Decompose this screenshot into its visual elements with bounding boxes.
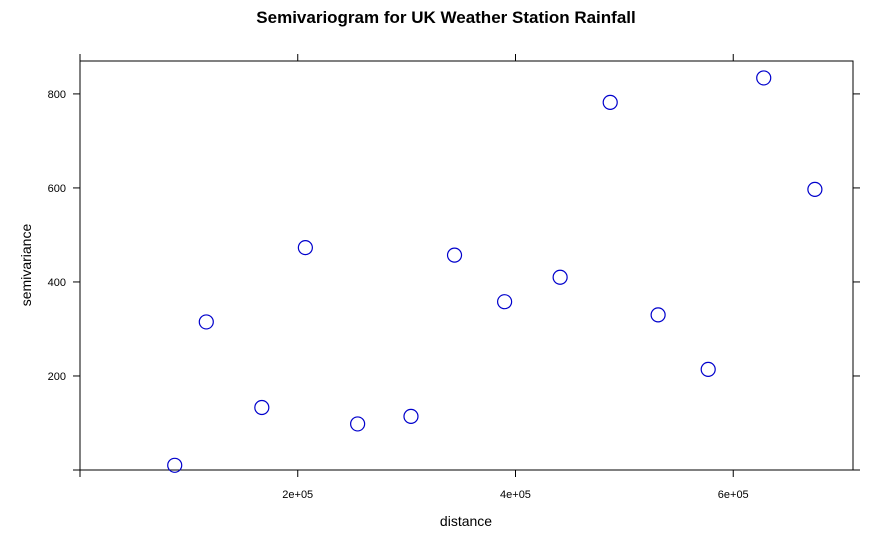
- chart-title: Semivariogram for UK Weather Station Rai…: [256, 8, 635, 27]
- scatter-point: [756, 70, 772, 86]
- y-tick-label: 200: [48, 371, 66, 383]
- y-tick-label: 800: [48, 89, 66, 101]
- x-tick-label: 4e+05: [500, 489, 531, 501]
- y-tick-label: 600: [48, 183, 66, 195]
- scatter-point: [198, 314, 214, 330]
- scatter-point: [497, 294, 513, 310]
- x-tick-label: 2e+05: [282, 489, 313, 501]
- scatter-point: [602, 94, 618, 110]
- scatter-point: [350, 416, 366, 432]
- scatter-point: [167, 457, 183, 473]
- scatter-point: [297, 240, 313, 256]
- x-axis: 2e+05 4e+05 6e+05: [79, 54, 749, 501]
- y-axis: 200 400 600 800: [48, 89, 860, 471]
- scatter-point: [552, 269, 568, 285]
- y-tick-label: 400: [48, 277, 66, 289]
- scatter-point: [446, 247, 463, 263]
- plot-frame: [79, 60, 854, 471]
- scatter-point: [403, 408, 419, 425]
- y-axis-label: semivariance: [18, 224, 34, 307]
- x-axis-label: distance: [440, 513, 492, 529]
- scatter-point: [650, 307, 666, 323]
- x-tick-label: 6e+05: [718, 489, 749, 501]
- data-points: [167, 70, 823, 473]
- scatter-point: [254, 399, 270, 416]
- scatter-point: [807, 181, 823, 197]
- scatter-point: [700, 361, 716, 377]
